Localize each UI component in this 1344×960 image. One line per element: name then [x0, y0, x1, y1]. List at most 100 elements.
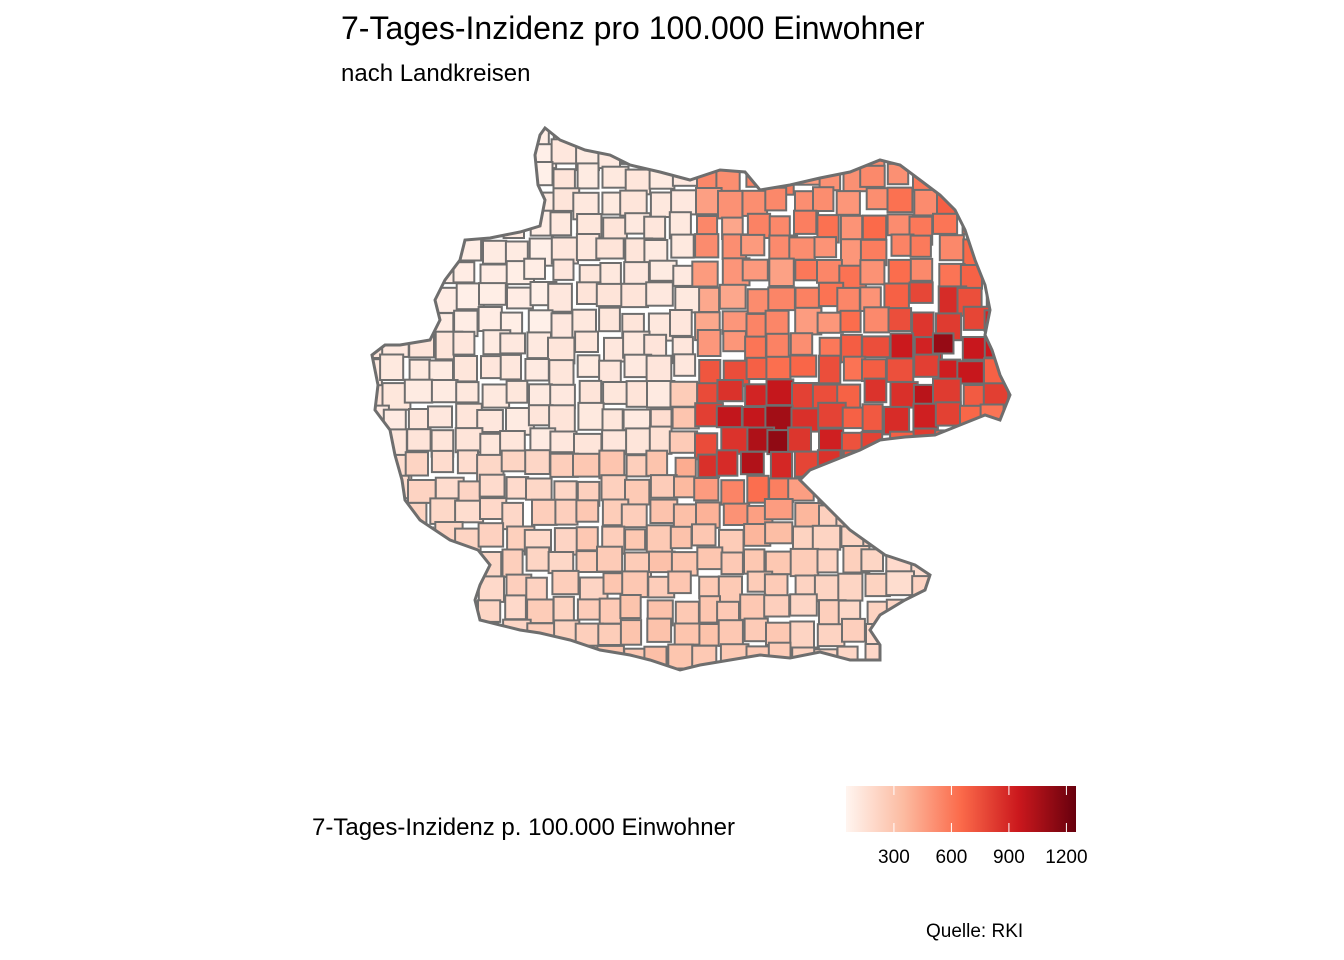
district-cell [841, 617, 866, 643]
district-cell [715, 405, 743, 429]
district-cell [959, 574, 985, 602]
district-cell [1005, 474, 1010, 502]
district-cell [454, 499, 485, 524]
district-cell [673, 353, 697, 377]
district-cell [501, 548, 524, 578]
district-cell [816, 311, 844, 334]
district-cell [384, 168, 414, 193]
district-cell [451, 548, 475, 575]
district-cell [372, 641, 390, 667]
district-cell [818, 141, 842, 165]
district-cell [794, 502, 823, 530]
district-cell [482, 239, 508, 265]
district-cell [766, 142, 795, 168]
source-caption: Quelle: RKI [926, 921, 1024, 942]
district-cell [861, 335, 891, 359]
district-cell [430, 379, 459, 404]
district-cell [887, 258, 913, 286]
district-cell [885, 570, 915, 597]
district-cell [887, 453, 914, 483]
district-cell [766, 128, 789, 145]
district-cell [598, 597, 623, 625]
district-cell [982, 622, 1006, 652]
district-cell [372, 665, 391, 670]
district-cell [384, 262, 413, 289]
district-cell [645, 281, 674, 307]
district-cell [456, 449, 479, 475]
district-cell [372, 161, 383, 191]
district-cell [668, 430, 699, 454]
district-cell [839, 309, 862, 333]
district-cell [813, 236, 838, 259]
district-cell [938, 143, 967, 170]
district-cell [408, 216, 438, 245]
district-cell [837, 669, 865, 670]
district-cell [980, 236, 1006, 261]
district-cell [962, 166, 990, 196]
district-cell [764, 186, 788, 212]
district-cell [574, 330, 599, 354]
district-cell [596, 545, 624, 573]
district-cell [955, 455, 985, 483]
district-cell [598, 359, 622, 386]
district-cell [811, 524, 842, 551]
district-cell [475, 621, 499, 644]
district-cell [645, 128, 673, 142]
district-cell [985, 282, 1010, 308]
district-cell [372, 501, 388, 525]
district-cell [763, 573, 789, 599]
district-cell [458, 163, 486, 189]
district-cell [552, 258, 575, 281]
district-cell [816, 623, 846, 648]
district-cell [835, 501, 864, 528]
district-cell [1007, 382, 1010, 408]
district-cell [859, 164, 886, 188]
district-cell [525, 477, 553, 501]
district-cell [1006, 165, 1010, 188]
district-cell [527, 309, 554, 336]
district-cell [379, 353, 405, 381]
district-cell [739, 450, 765, 476]
district-cell [722, 502, 751, 527]
district-cell [1006, 504, 1010, 534]
district-cell [548, 359, 575, 389]
district-cell [577, 401, 605, 431]
district-cell [1006, 239, 1010, 267]
district-cell [1009, 524, 1010, 550]
district-cell [932, 377, 962, 406]
district-cell [740, 142, 765, 169]
district-cell [408, 128, 437, 142]
district-cell [625, 454, 650, 478]
district-cell [410, 287, 439, 313]
district-cell [861, 403, 884, 432]
district-cells [372, 128, 1034, 670]
district-cell [427, 192, 451, 220]
district-cell [958, 141, 985, 168]
district-cell [598, 449, 626, 480]
district-cell [673, 475, 696, 499]
district-cell [381, 599, 409, 624]
district-cell [428, 214, 456, 240]
district-cell [372, 384, 385, 409]
district-cell [667, 570, 692, 595]
district-cell [432, 128, 456, 147]
district-cell [764, 521, 794, 545]
district-cell [667, 643, 694, 670]
district-cell [691, 138, 714, 162]
district-cell [718, 283, 747, 310]
district-cell [674, 286, 702, 314]
district-cell [859, 473, 885, 497]
legend-title: 7-Tages-Inzidenz p. 100.000 Einwohner [312, 814, 735, 841]
district-cell [889, 525, 918, 551]
district-cell [645, 449, 669, 477]
district-cell [962, 128, 991, 142]
district-cell [1012, 337, 1034, 365]
district-cell [1009, 263, 1010, 287]
district-cell [691, 260, 719, 288]
district-cell [478, 282, 507, 306]
district-cell [696, 546, 724, 571]
district-cell [620, 503, 648, 529]
district-cell [909, 477, 934, 503]
district-cell [1003, 432, 1010, 462]
district-cell [717, 619, 744, 647]
